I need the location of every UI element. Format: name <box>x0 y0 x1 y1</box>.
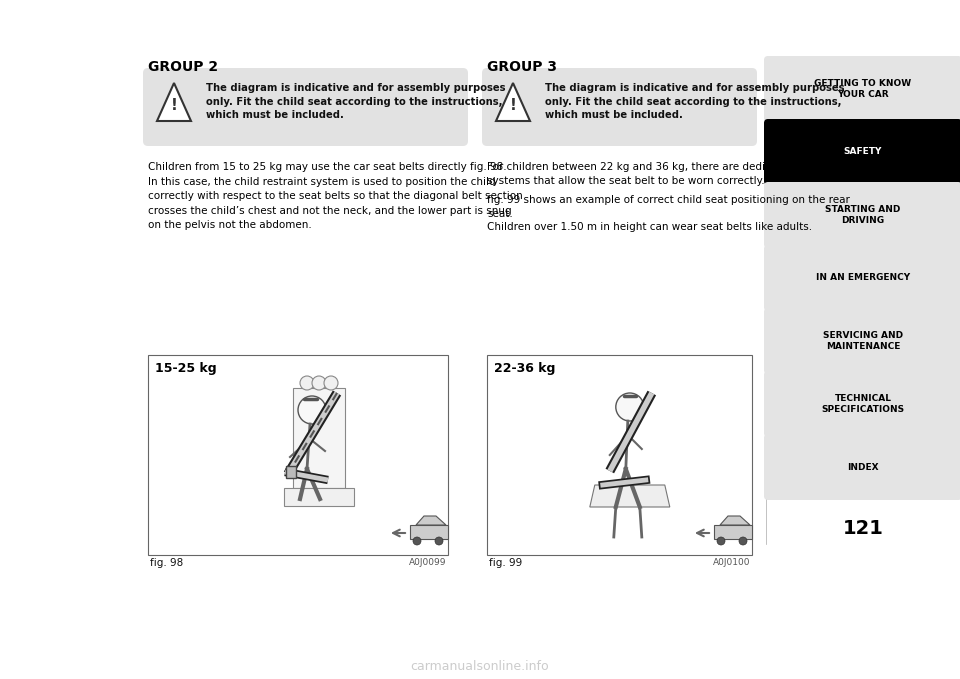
Bar <box>148 355 448 555</box>
Text: Children from 15 to 25 kg may use the car seat belts directly fig. 98.: Children from 15 to 25 kg may use the ca… <box>148 162 507 172</box>
Text: INDEX: INDEX <box>847 462 878 471</box>
Polygon shape <box>720 516 750 525</box>
FancyBboxPatch shape <box>764 119 960 185</box>
Text: A0J0099: A0J0099 <box>409 558 446 567</box>
Text: fig. 98: fig. 98 <box>150 558 183 568</box>
Text: TECHNICAL
SPECIFICATIONS: TECHNICAL SPECIFICATIONS <box>822 394 904 414</box>
Text: STARTING AND
DRIVING: STARTING AND DRIVING <box>826 205 900 225</box>
FancyBboxPatch shape <box>482 68 757 146</box>
FancyBboxPatch shape <box>764 434 960 500</box>
Text: The diagram is indicative and for assembly purposes
only. Fit the child seat acc: The diagram is indicative and for assemb… <box>545 83 845 120</box>
Circle shape <box>312 376 326 390</box>
FancyBboxPatch shape <box>764 56 960 122</box>
Circle shape <box>324 376 338 390</box>
Text: 22-36 kg: 22-36 kg <box>494 362 556 375</box>
Circle shape <box>300 376 314 390</box>
FancyBboxPatch shape <box>764 308 960 374</box>
Text: In this case, the child restraint system is used to position the child
correctly: In this case, the child restraint system… <box>148 177 523 230</box>
Polygon shape <box>157 83 191 121</box>
Text: The diagram is indicative and for assembly purposes
only. Fit the child seat acc: The diagram is indicative and for assemb… <box>206 83 506 120</box>
Text: IN AN EMERGENCY: IN AN EMERGENCY <box>816 274 910 282</box>
Text: fig. 99: fig. 99 <box>489 558 522 568</box>
Text: GROUP 2: GROUP 2 <box>148 60 218 74</box>
Text: 15-25 kg: 15-25 kg <box>155 362 217 375</box>
Text: GETTING TO KNOW
YOUR CAR: GETTING TO KNOW YOUR CAR <box>814 79 912 99</box>
Text: !: ! <box>510 98 516 113</box>
Text: fig. 99 shows an example of correct child seat positioning on the rear
seat.: fig. 99 shows an example of correct chil… <box>487 195 850 219</box>
Polygon shape <box>416 516 446 525</box>
Text: SAFETY: SAFETY <box>844 147 882 156</box>
Circle shape <box>413 537 421 545</box>
FancyBboxPatch shape <box>764 245 960 311</box>
Text: SERVICING AND
MAINTENANCE: SERVICING AND MAINTENANCE <box>823 331 903 351</box>
Circle shape <box>615 393 644 421</box>
Polygon shape <box>589 485 670 507</box>
Polygon shape <box>293 388 345 488</box>
Circle shape <box>298 396 326 424</box>
Circle shape <box>435 537 443 545</box>
Text: A0J0100: A0J0100 <box>712 558 750 567</box>
Polygon shape <box>714 525 752 539</box>
Polygon shape <box>496 83 530 121</box>
Text: For children between 22 kg and 36 kg, there are dedicated restraint
systems that: For children between 22 kg and 36 kg, th… <box>487 162 842 187</box>
Bar <box>487 355 752 555</box>
Text: Children over 1.50 m in height can wear seat belts like adults.: Children over 1.50 m in height can wear … <box>487 222 812 232</box>
Circle shape <box>739 537 747 545</box>
FancyBboxPatch shape <box>764 182 960 248</box>
Text: GROUP 3: GROUP 3 <box>487 60 557 74</box>
Circle shape <box>717 537 725 545</box>
Polygon shape <box>286 466 296 478</box>
Text: 121: 121 <box>843 519 883 538</box>
FancyBboxPatch shape <box>764 371 960 437</box>
Polygon shape <box>284 488 354 506</box>
Text: carmanualsonline.info: carmanualsonline.info <box>411 660 549 673</box>
FancyBboxPatch shape <box>143 68 468 146</box>
Polygon shape <box>410 525 448 539</box>
Text: !: ! <box>171 98 178 113</box>
